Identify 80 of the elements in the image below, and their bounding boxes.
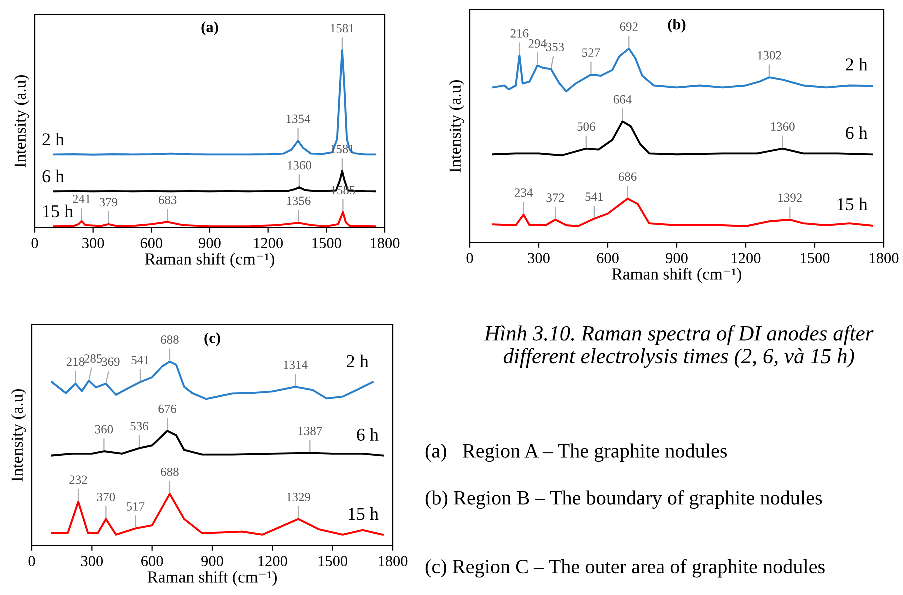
annotation: 527 [582,48,600,58]
annotation: 1302 [758,51,782,60]
series-label: 15 h [348,508,379,520]
annotation: 353 [546,43,564,52]
series-label: 2 h [846,58,868,71]
x-tick-label: 1800 [379,556,408,566]
x-axis-title: Raman shift (cm⁻¹) [148,570,277,586]
annotation: 1360 [771,122,795,132]
annotation: 506 [578,122,596,132]
series-label: 6 h [42,170,64,183]
annotation: 1360 [288,161,312,170]
x-tick-label: 1800 [870,253,899,264]
x-tick-label: 300 [82,238,104,248]
annotation: 688 [161,336,179,344]
annotation: 232 [70,476,88,484]
annotation: 370 [97,493,116,502]
annotation: 241 [73,195,90,204]
x-tick-label: 1500 [801,253,830,264]
series-label: 6 h [357,428,379,442]
series-label: 15 h [838,198,868,211]
annotation: 1356 [287,196,311,206]
annotation: 676 [158,404,177,414]
chart-title: (a) [202,22,218,36]
annotation: 683 [158,196,177,204]
x-tick-label: 300 [81,556,104,566]
annotation: 369 [102,358,120,366]
x-tick-label: 0 [28,556,36,566]
text: (b) Region B – The boundary of graphite nodules [426,490,822,510]
annotation: 541 [132,356,150,364]
y-axis-title: Intensity (a.u) [11,389,26,482]
x-tick-label: 900 [199,238,221,248]
x-tick-label: 1200 [732,253,761,264]
annotation: 285 [84,354,102,363]
x-tick-label: 0 [32,238,38,248]
series-label: 2 h [42,132,64,146]
x-axis-title: Raman shift (cm⁻¹) [612,268,742,284]
annotation: 541 [586,192,604,202]
chart-title: (c) [204,332,220,346]
annotation: 536 [130,422,148,431]
annotation: 664 [614,95,632,104]
annotation: 218 [66,358,85,366]
x-tick-label: 0 [466,253,474,264]
x-tick-label: 1200 [258,556,288,566]
annotation: 1314 [284,360,308,370]
annotation: 294 [528,40,547,48]
x-tick-label: 1200 [254,238,284,248]
x-tick-label: 300 [528,253,550,264]
annotation: 1354 [286,114,311,124]
annotation: 688 [161,468,179,476]
x-tick-label: 600 [597,253,619,264]
y-axis-title: Intensity (a.u) [14,75,30,168]
text: (a) Region A – The graphite nodules [426,444,728,462]
annotation: 517 [127,502,145,511]
annotation: 372 [546,194,564,202]
x-tick-label: 1800 [371,238,400,248]
x-tick-label: 600 [142,556,164,566]
x-tick-label: 900 [666,253,688,264]
text: different electrolysis times (2, 6, và 15 h) [504,348,854,368]
chart-title: (b) [668,19,686,33]
series-label: 6 h [846,126,868,140]
annotation: 1329 [287,493,311,502]
text: (c) Region C – The outer area of graphite nodules [426,559,825,578]
annotation: 234 [514,188,533,198]
annotation: 1387 [298,426,322,436]
x-tick-label: 1500 [318,556,348,566]
annotation: 1581 [331,24,354,33]
chart-title: Hình 3.10. Raman spectra of DI anodes after [484,326,874,346]
x-axis-title: Raman shift (cm⁻¹) [145,252,274,268]
annotation: 1392 [778,194,802,202]
annotation: 692 [620,22,638,32]
x-tick-label: 600 [140,238,163,248]
series-label: 2 h [347,354,369,368]
annotation: 360 [95,425,114,434]
annotation: 216 [510,29,529,38]
annotation: 686 [618,172,637,182]
annotation: 379 [100,198,118,207]
series-label: 15 h [44,204,74,218]
x-tick-label: 1500 [312,238,342,248]
y-axis-title: Intensity (a.u) [449,80,464,173]
x-tick-label: 900 [202,556,224,566]
